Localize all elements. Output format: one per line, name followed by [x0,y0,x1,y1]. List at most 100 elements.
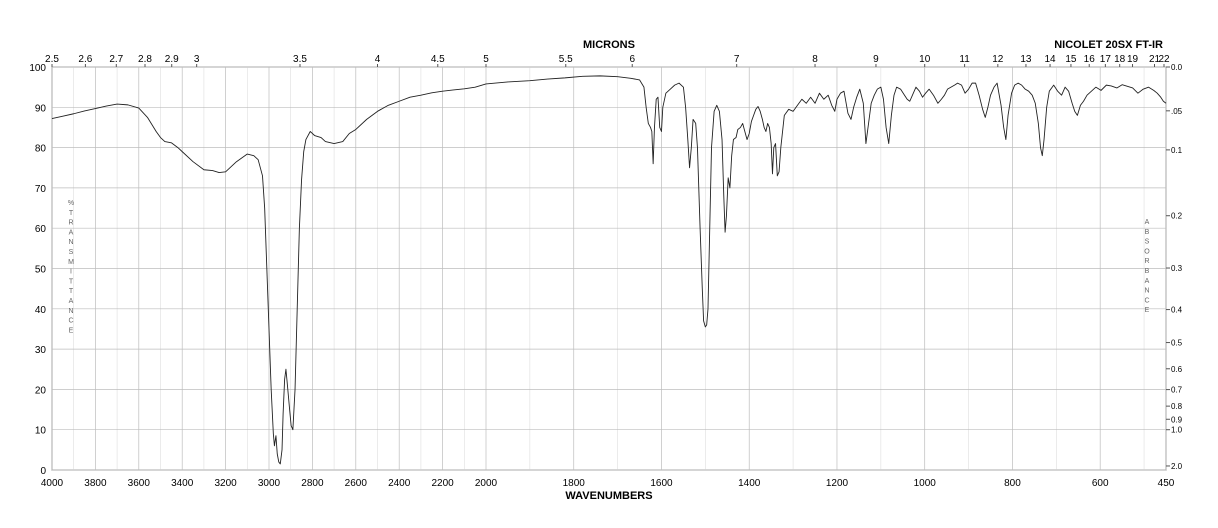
y-tick-label: 70 [35,184,47,195]
absorbance-axis-letter: B [1145,229,1150,236]
transmittance-axis-letter: R [68,220,73,227]
micron-tick-label: 22 [1158,54,1170,65]
micron-tick-label: 18 [1114,54,1126,65]
x-tick-label: 2600 [345,478,368,489]
wavenumbers-axis-title: WAVENUMBERS [565,490,652,502]
spectrum-series-line [51,75,1167,465]
absorbance-tick-label: 0.0 [1171,63,1183,72]
absorbance-tick-label: 0.5 [1171,339,1183,348]
absorbance-axis-letter: B [1145,268,1150,275]
x-tick-label: 1800 [563,478,586,489]
micron-tick-label: 4 [375,54,381,65]
y-tick-label: 10 [35,426,47,437]
absorbance-axis-letter: R [1144,258,1149,265]
x-tick-label: 3200 [214,478,237,489]
y-tick-label: 60 [35,224,47,235]
absorbance-axis-letter: S [1145,239,1150,246]
x-tick-label: 450 [1158,478,1175,489]
x-tick-label: 1200 [826,478,849,489]
x-tick-label: 1400 [738,478,761,489]
chart-title: NICOLET 20SX FT-IR [1054,39,1163,51]
micron-tick-label: 16 [1084,54,1096,65]
x-tick-label: 3800 [84,478,107,489]
micron-tick-label: 14 [1044,54,1056,65]
micron-tick-label: 9 [873,54,879,65]
x-tick-label: 1600 [650,478,673,489]
micron-tick-label: 17 [1100,54,1112,65]
y-tick-label: 90 [35,103,47,114]
transmittance-axis-letter: A [69,229,74,236]
y-tick-label: 80 [35,144,47,155]
absorbance-axis-letter: A [1145,278,1150,285]
x-tick-label: 2400 [388,478,411,489]
micron-tick-label: 3.5 [293,54,307,65]
micron-tick-label: 2.9 [165,54,179,65]
micron-tick-label: 4.5 [431,54,445,65]
transmittance-axis-letter: S [69,249,74,256]
transmittance-axis-letter: M [68,259,74,266]
transmittance-axis-letter: T [69,210,74,217]
transmittance-axis-letter: T [69,278,74,285]
absorbance-tick-label: 0.9 [1171,415,1183,424]
absorbance-axis-letter: A [1145,219,1150,226]
x-tick-label: 3400 [171,478,194,489]
transmittance-axis-letter: A [69,298,74,305]
absorbance-tick-label: 0.8 [1171,402,1183,411]
absorbance-tick-label: 1.0 [1171,426,1183,435]
micron-tick-label: 15 [1065,54,1077,65]
absorbance-axis-letter: E [1145,307,1150,314]
micron-tick-label: 10 [919,54,931,65]
axis-layer: 4000 3800 3600 3400 3200 3000 2800 2600 2400 2200… [29,54,1182,489]
micron-tick-label: 19 [1127,54,1139,65]
x-tick-label: 4000 [41,478,64,489]
transmittance-axis-letter: I [70,269,72,276]
transmittance-axis-letter: N [68,308,73,315]
micron-tick-label: 11 [959,54,970,65]
grid-layer [51,66,1167,471]
micron-tick-label: 5.5 [559,54,573,65]
absorbance-tick-label: .05 [1171,107,1183,116]
micron-tick-label: 2.7 [109,54,123,65]
x-tick-label: 2000 [475,478,498,489]
micron-tick-label: 8 [812,54,818,65]
micron-tick-label: 12 [992,54,1004,65]
absorbance-axis-letter: O [1144,248,1150,255]
y-tick-label: 30 [35,345,47,356]
micron-tick-label: 2.8 [138,54,152,65]
y-tick-label: 50 [35,265,47,276]
x-tick-label: 3000 [258,478,281,489]
micron-tick-label: 7 [734,54,740,65]
absorbance-tick-label: 2.0 [1171,462,1183,471]
absorbance-axis-letter: C [1144,297,1149,304]
transmittance-axis-letter: N [68,239,73,246]
transmittance-axis-letter: T [69,288,74,295]
micron-tick-label: 6 [629,54,635,65]
x-tick-label: 600 [1092,478,1109,489]
y-tick-label: 0 [40,466,46,477]
micron-tick-label: 13 [1020,54,1032,65]
micron-tick-label: 2.5 [45,54,59,65]
absorbance-tick-label: 0.6 [1171,365,1183,374]
micron-tick-label: 21 [1149,54,1161,65]
x-tick-label: 3600 [128,478,151,489]
transmittance-axis-letter: C [68,318,73,325]
x-tick-label: 2200 [431,478,454,489]
absorbance-tick-label: 0.1 [1171,146,1183,155]
transmittance-axis-letter: % [68,200,74,207]
absorbance-tick-label: 0.2 [1171,212,1183,221]
absorbance-tick-label: 0.4 [1171,306,1183,315]
x-tick-label: 1000 [914,478,937,489]
y-tick-label: 20 [35,385,47,396]
micron-tick-label: 3 [194,54,200,65]
absorbance-tick-label: 0.3 [1171,264,1183,273]
transmittance-axis-letter: E [69,327,74,334]
absorbance-tick-label: 0.7 [1171,386,1183,395]
x-tick-label: 2800 [301,478,324,489]
micron-tick-label: 5 [483,54,489,65]
y-tick-label: 100 [29,63,46,74]
y-tick-label: 40 [35,305,47,316]
x-tick-label: 800 [1004,478,1021,489]
microns-axis-title: MICRONS [583,39,635,51]
